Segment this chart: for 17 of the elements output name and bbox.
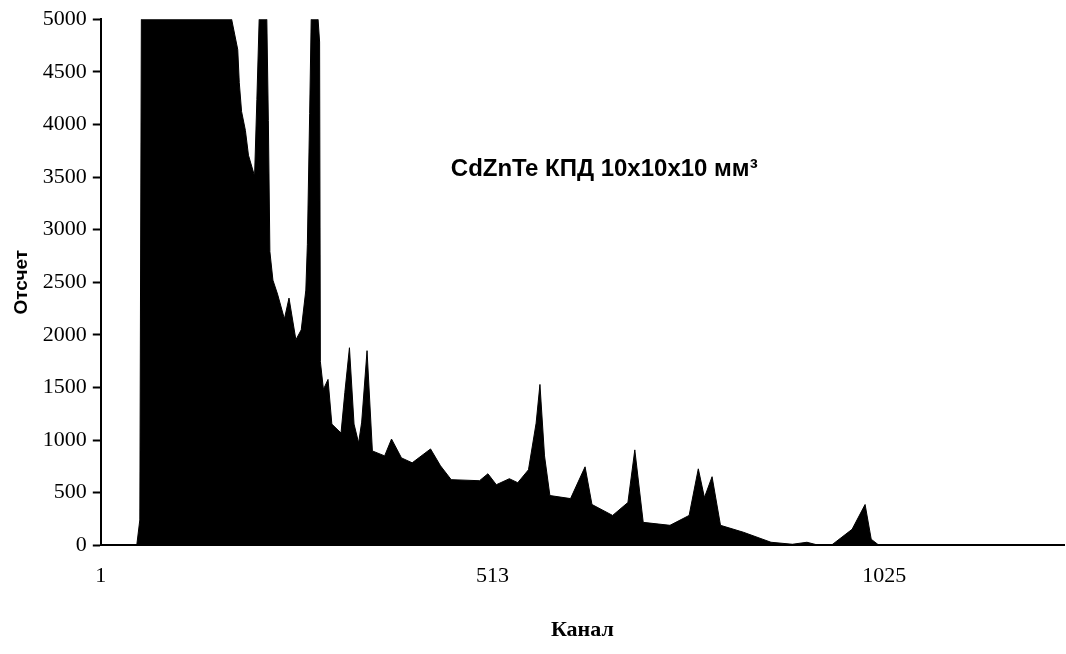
x-tick-label: 513 (476, 562, 510, 588)
y-tick-label: 500 (53, 478, 87, 504)
x-tick-label: 1 (95, 562, 107, 588)
x-axis-title: Канал (550, 616, 614, 642)
y-tick-label: 5000 (42, 4, 87, 30)
y-tick-label: 4000 (42, 110, 87, 136)
y-tick-label: 4500 (42, 57, 87, 83)
y-tick-label: 1500 (42, 373, 87, 399)
y-tick-label: 2000 (42, 320, 87, 346)
y-tick-label: 3500 (42, 162, 87, 188)
annotation: CdZnTe КПД 10x10x10 мм³ (450, 153, 758, 181)
y-axis-title: Отсчет (9, 249, 31, 315)
x-tick-label: 1025 (862, 562, 907, 588)
y-tick-label: 2500 (42, 267, 87, 293)
y-tick-label: 0 (75, 530, 87, 556)
y-tick-label: 1000 (42, 425, 87, 451)
y-tick-label: 3000 (42, 215, 87, 241)
